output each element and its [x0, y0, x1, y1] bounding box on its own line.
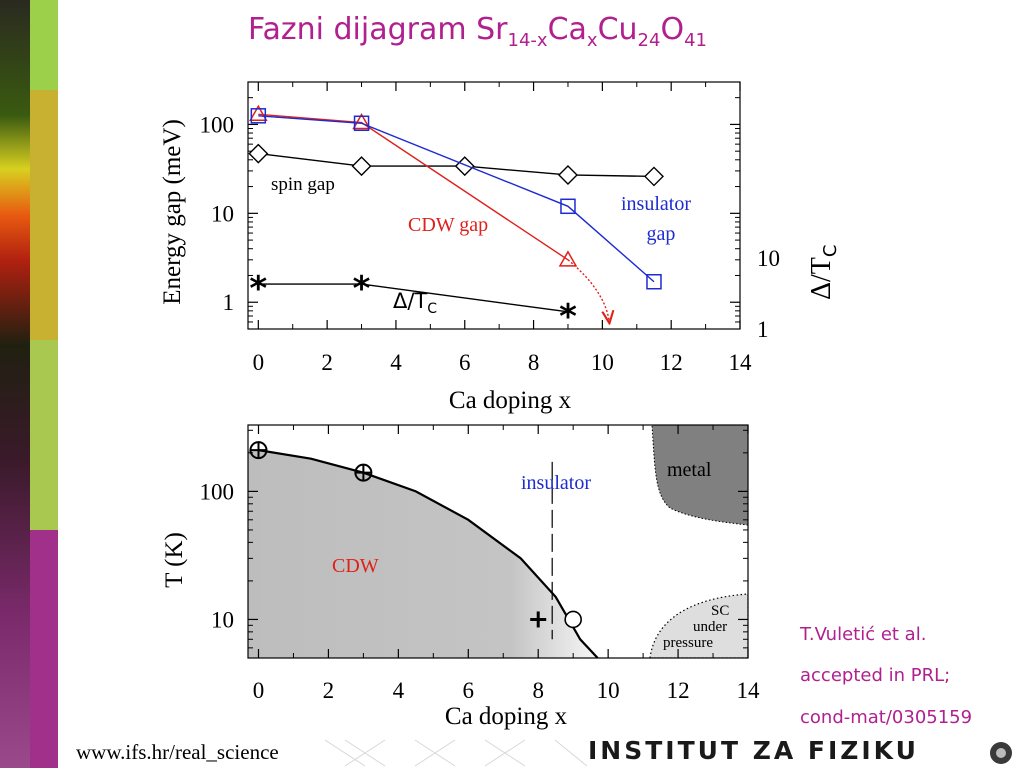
footer-url-link[interactable]: www.ifs.hr/real_science	[76, 740, 279, 764]
phase-regions	[248, 425, 748, 658]
plus-point	[530, 611, 547, 628]
bottom-xlabel: Ca doping x	[445, 703, 568, 730]
bottom-ylabel: T (K)	[161, 532, 188, 588]
top-xtick-label: 12	[660, 350, 683, 375]
spin-gap-point	[643, 166, 664, 187]
bottom-xtick-label: 4	[393, 678, 405, 703]
label-spin-gap: spin gap	[271, 174, 335, 195]
series-line-1	[258, 113, 569, 261]
cdw-gap-point	[558, 250, 578, 267]
bottom-xtick-label: 8	[532, 678, 544, 703]
top-xlabel: Ca doping x	[449, 387, 572, 414]
bottom-ytick-label: 10	[211, 607, 234, 632]
insulator-gap-point	[560, 198, 576, 215]
delta-tc-point: *	[559, 297, 577, 337]
institute-logo-text: INSTITUT ZA FIZIKU	[588, 736, 919, 765]
top-series: * * *	[248, 104, 664, 337]
circle-point	[564, 610, 582, 629]
spin-gap-point	[248, 143, 269, 164]
citation-line-3: cond-mat/0305159	[800, 707, 973, 728]
metal-region	[651, 425, 748, 526]
top-xtick-label: 10	[591, 350, 614, 375]
top-xtick-label: 4	[390, 350, 402, 375]
region-label-cdw: CDW	[332, 555, 379, 577]
region-label-insulator: insulator	[521, 472, 591, 494]
top-plot-frame	[247, 81, 741, 330]
region-label-pressure: pressure	[663, 635, 713, 651]
label-delta-tc: Δ/TC	[393, 289, 437, 317]
citation-line-1: T.Vuletić et al.	[800, 624, 927, 645]
phase-diagram-chart: 0 2 4 6 8 10 12 14 10 100 T (K) Ca doping x CDW i…	[161, 424, 761, 730]
delta-tc-point: *	[249, 269, 267, 309]
bottom-xtick-label: 6	[463, 678, 475, 703]
slide-title: Fazni dijagram Sr14-xCaxCu24O41	[248, 12, 707, 51]
bottom-points	[249, 441, 582, 629]
region-label-under: under	[693, 619, 727, 635]
sc-region	[649, 593, 748, 658]
top-xtick-label: 0	[253, 350, 265, 375]
bottom-plot-frame	[247, 424, 749, 659]
top-ytick-label: 1	[223, 290, 235, 315]
institute-logo-icon	[990, 742, 1012, 764]
tcdw-point	[249, 441, 268, 460]
top-ytick-label: 10	[211, 201, 234, 226]
series-line-3	[258, 283, 569, 313]
top-xtick-label: 14	[729, 350, 753, 375]
label-insulator: insulator	[621, 193, 691, 215]
bottom-xtick-label: 10	[597, 678, 620, 703]
region-label-metal: metal	[667, 459, 712, 481]
spin-gap-point	[351, 156, 372, 177]
top-xtick-label: 8	[528, 350, 540, 375]
delta-tc-point: *	[353, 269, 371, 309]
bottom-ytick-label: 100	[200, 479, 235, 504]
footer-decoration	[325, 739, 588, 767]
top-y2tick-label: 10	[757, 246, 780, 271]
top-y2tick-label: 1	[757, 317, 769, 342]
bottom-xtick-label: 0	[253, 678, 265, 703]
top-xtick-label: 6	[459, 350, 471, 375]
top-y2label: Δ/TC	[806, 245, 841, 300]
label-cdw-gap: CDW gap	[408, 214, 488, 236]
top-ylabel: Energy gap (meV)	[159, 119, 186, 305]
bottom-xtick-label: 14	[737, 678, 761, 703]
tcdw-point	[354, 463, 373, 482]
insulator-gap-point	[353, 115, 370, 132]
bottom-ticks: 0 2 4 6 8 10 12 14 10 100	[200, 425, 761, 703]
region-label-sc: SC	[711, 603, 729, 619]
label-gap: gap	[647, 223, 676, 245]
cdw-gap-point	[249, 104, 268, 122]
series-line-2	[258, 115, 655, 283]
spin-gap-point	[454, 156, 475, 177]
top-ytick-label: 100	[200, 112, 235, 137]
cdw-region	[248, 450, 598, 658]
decorative-left-strip	[0, 0, 58, 768]
top-xtick-label: 2	[321, 350, 333, 375]
bottom-xtick-label: 2	[323, 678, 335, 703]
insulator-gap-point	[250, 108, 267, 124]
spin-gap-point	[557, 164, 578, 185]
bottom-xtick-label: 12	[667, 678, 690, 703]
citation-line-2: accepted in PRL;	[800, 665, 951, 686]
insulator-gap-point	[646, 273, 662, 290]
cdw-gap-point	[352, 113, 371, 130]
